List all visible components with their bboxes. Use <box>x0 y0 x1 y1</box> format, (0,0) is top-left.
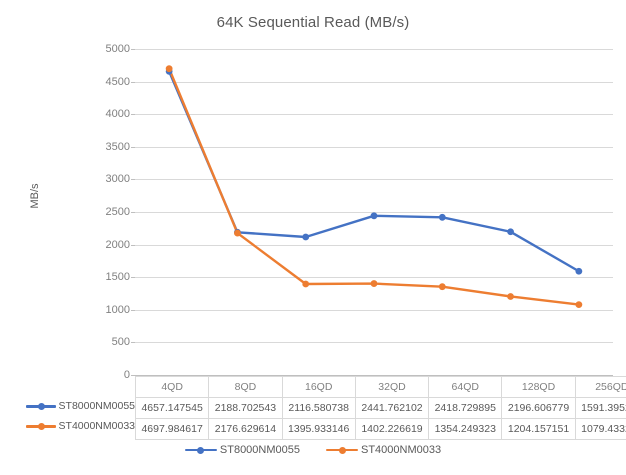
series-lines <box>165 65 583 309</box>
table-cell: 1591.395209 <box>574 397 626 419</box>
y-axis-tick-label: 0 <box>123 369 130 381</box>
data-point-marker[interactable] <box>370 280 378 287</box>
legend-marker-icon <box>326 445 358 456</box>
table-column-header: 128QD <box>501 376 576 398</box>
gridline <box>135 309 613 311</box>
y-axis-tick-labels: 0 500 1000 1500 2000 2500 3000 3500 4000 4500 5000 <box>0 43 626 381</box>
table-cell: 4697.984617 <box>134 418 210 440</box>
data-point-marker[interactable] <box>575 267 583 275</box>
chart-title: 64K Sequential Read (MB/s) <box>216 14 410 31</box>
y-axis-tick-mark <box>131 179 135 181</box>
data-point-marker[interactable] <box>507 228 514 236</box>
series-marker-icon <box>25 421 56 431</box>
data-point-marker[interactable] <box>165 65 173 73</box>
data-point-marker[interactable] <box>302 280 310 288</box>
y-axis-tick-label: 500 <box>111 336 130 349</box>
legend-item-label: ST8000NM0055 <box>219 444 300 456</box>
table-cell: 2418.729895 <box>428 397 503 419</box>
y-axis-tick-mark <box>131 342 135 344</box>
gridline <box>135 49 613 50</box>
table-body: 4657.147545 2188.702543 2116.580738 2441.76… <box>134 397 626 440</box>
y-axis-tick-label: 2000 <box>105 238 130 251</box>
y-axis-tick-mark <box>131 81 135 83</box>
data-table: 4QD 8QD 16QD 32QD 64QD 128QD 256QD 4657.147545… <box>134 376 626 440</box>
y-axis-tick-label: 3500 <box>105 140 130 153</box>
table-header-row: 4QD 8QD 16QD 32QD 64QD 128QD 256QD <box>134 376 626 398</box>
axis-baseline <box>135 375 613 376</box>
legend-marker-icon <box>184 445 217 456</box>
gridline <box>135 179 613 181</box>
y-axis-tick-label: 1500 <box>105 271 130 284</box>
data-point-marker[interactable] <box>507 293 514 300</box>
data-point-marker[interactable] <box>575 301 583 309</box>
data-point-marker[interactable] <box>370 212 378 220</box>
gridline <box>135 146 613 148</box>
y-axis-tick-mark <box>131 277 135 279</box>
y-axis-tick-mark <box>131 114 135 116</box>
y-axis-tick-mark <box>131 375 135 376</box>
table-cell: 2116.580738 <box>281 397 356 419</box>
plot-area <box>135 49 613 376</box>
chart-legend: ST8000NM0055 ST4000NM0033 <box>0 444 626 456</box>
y-axis-tick-label: 2500 <box>105 206 130 218</box>
table-cell: 1395.933146 <box>281 418 356 440</box>
table-column-header: 8QD <box>208 376 283 398</box>
table-row-key: ST4000NM0033 <box>14 416 135 436</box>
series-line <box>167 70 581 273</box>
table-row: 4697.984617 2176.629614 1395.933146 1402.22… <box>134 418 626 440</box>
y-axis-tick-label: 4500 <box>105 75 130 88</box>
table-column-header: 4QD <box>134 376 210 398</box>
table-row: 4657.147545 2188.702543 2116.580738 2441.76… <box>134 397 626 419</box>
legend-item[interactable]: ST4000NM0033 <box>326 444 441 456</box>
table-cell: 1204.157151 <box>501 418 576 440</box>
gridline <box>135 277 613 279</box>
y-axis-tick-label: 1000 <box>105 303 130 316</box>
table-cell: 4657.147545 <box>134 397 210 419</box>
table-column-header: 32QD <box>354 376 430 398</box>
table-row-label: ST8000NM0055 <box>58 400 135 412</box>
table-cell: 2441.762102 <box>354 397 430 419</box>
table-cell: 1079.433221 <box>574 418 626 440</box>
data-point-marker[interactable] <box>438 213 446 221</box>
y-axis-tick-mark <box>131 244 135 246</box>
table-row-label: ST4000NM0033 <box>58 420 135 432</box>
y-axis-tick-label: 5000 <box>105 43 130 55</box>
table-column-header: 64QD <box>428 376 503 398</box>
table-cell: 2196.606779 <box>501 397 576 419</box>
table-column-header: 16QD <box>281 376 356 398</box>
data-point-marker[interactable] <box>234 229 241 237</box>
y-axis-tick-mark <box>131 146 135 148</box>
table-cell: 2176.629614 <box>208 418 283 440</box>
table-column-header: 256QD <box>574 376 626 398</box>
y-axis-tick-mark <box>131 212 135 213</box>
data-point-marker[interactable] <box>438 283 446 291</box>
gridline <box>135 81 613 83</box>
table-cell: 2188.702543 <box>208 397 283 419</box>
table-row-key: ST8000NM0055 <box>14 396 135 416</box>
gridline <box>135 342 613 344</box>
legend-item-label: ST4000NM0033 <box>361 444 442 456</box>
y-axis-tick-label: 4000 <box>105 108 130 121</box>
gridline <box>135 244 613 246</box>
data-point-marker[interactable] <box>302 233 310 241</box>
y-axis-tick-label: 3000 <box>105 173 130 186</box>
legend-item[interactable]: ST8000NM0055 <box>184 444 300 456</box>
table-cell: 1354.249323 <box>428 418 503 440</box>
y-axis-tick-mark <box>131 49 135 50</box>
y-axis-tick-mark <box>131 309 135 311</box>
table-cell: 1402.226619 <box>354 418 430 440</box>
gridline <box>135 114 613 116</box>
series-line <box>167 67 581 306</box>
series-marker-icon <box>25 401 56 411</box>
